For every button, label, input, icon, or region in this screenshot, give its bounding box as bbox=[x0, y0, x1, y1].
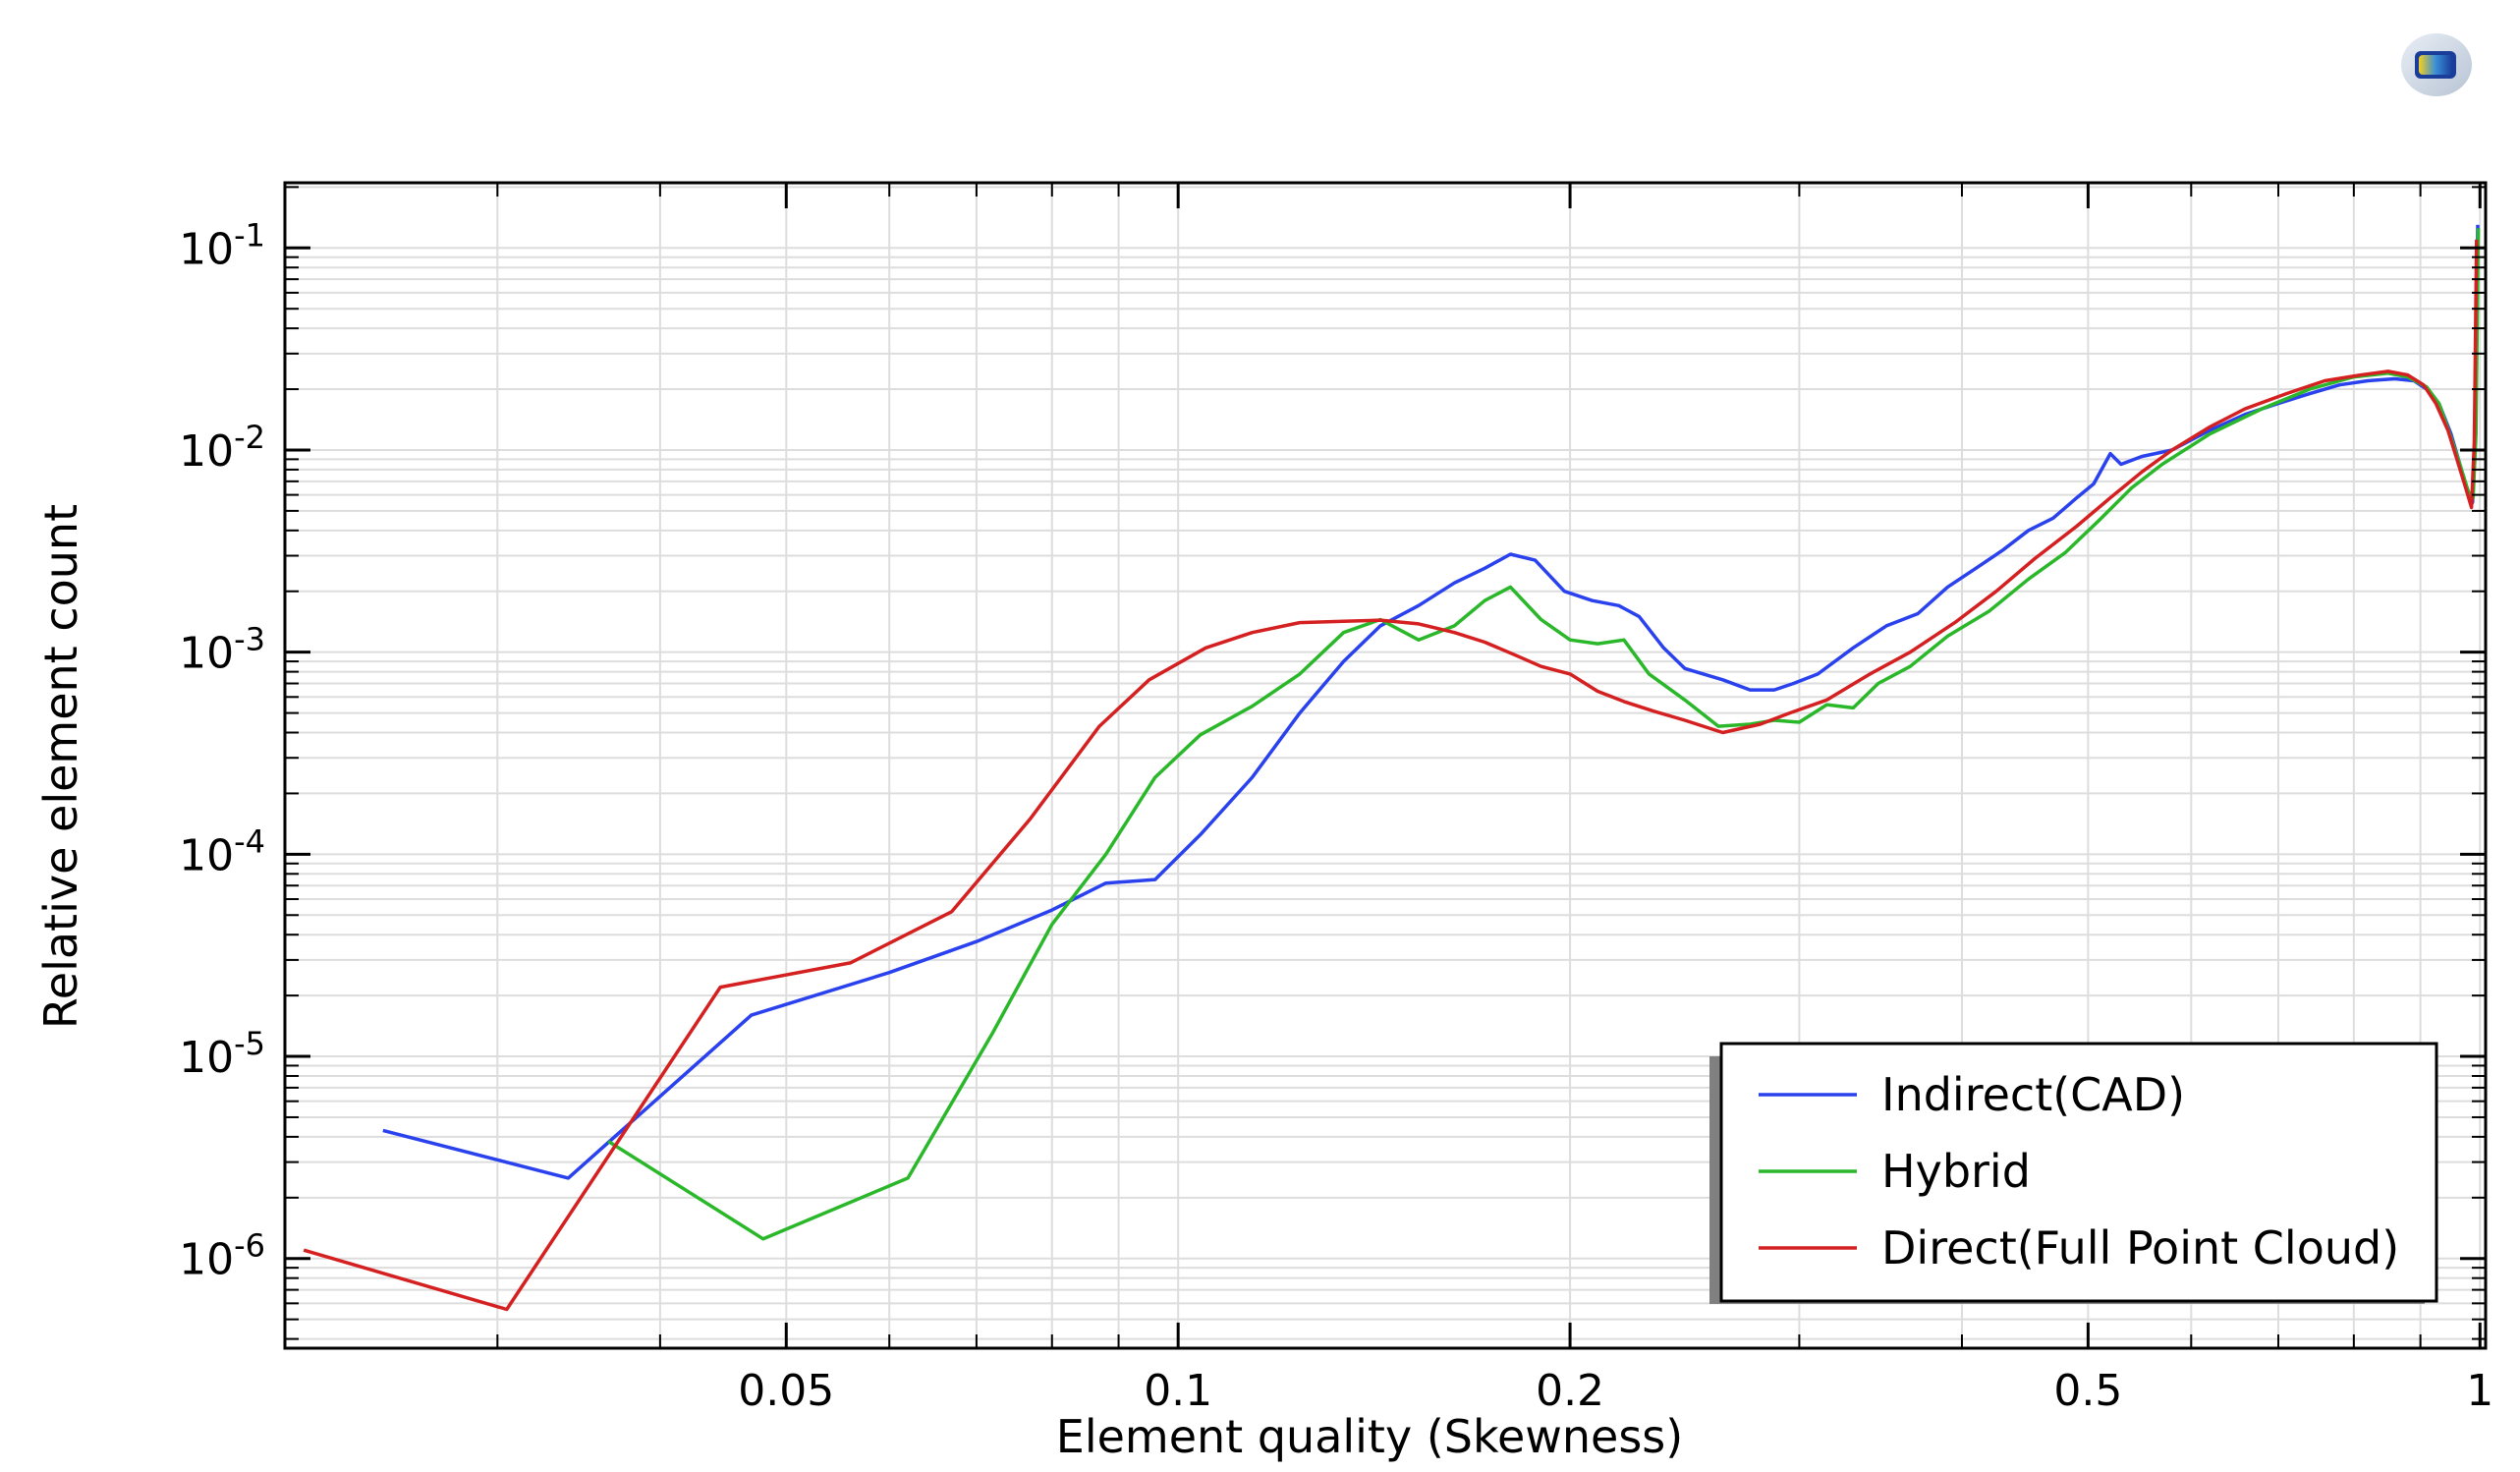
comsol-logo-icon bbox=[2401, 33, 2472, 96]
y-tick-label: 10-1 bbox=[179, 216, 265, 274]
y-tick-label: 10-6 bbox=[179, 1227, 265, 1285]
legend-label: Direct(Full Point Cloud) bbox=[1881, 1221, 2399, 1274]
legend: Indirect(CAD) Hybrid Direct(Full Point Clo… bbox=[1709, 1042, 2438, 1304]
series-line-direct-full-point-cloud bbox=[303, 239, 2479, 1312]
y-tick-label: 10-5 bbox=[179, 1025, 265, 1083]
x-tick-label: 0.5 bbox=[2053, 1366, 2122, 1416]
y-tick-label: 10-4 bbox=[179, 822, 265, 880]
x-tick-label: 0.2 bbox=[1536, 1366, 1604, 1416]
plot-series bbox=[303, 224, 2481, 1312]
axes bbox=[283, 181, 2488, 1350]
plot-frame bbox=[283, 181, 2488, 1350]
x-tick-label: 0.1 bbox=[1144, 1366, 1212, 1416]
legend-label: Indirect(CAD) bbox=[1881, 1068, 2185, 1121]
legend-label: Hybrid bbox=[1881, 1145, 2031, 1198]
tick-labels: 0.05 0.1 0.2 0.5 1 10-1 10-2 10-3 10-4 10-5 10-6 bbox=[179, 216, 2493, 1416]
y-tick-label: 10-3 bbox=[179, 621, 265, 679]
y-tick-label: 10-2 bbox=[179, 419, 265, 477]
x-axis-title: Element quality (Skewness) bbox=[1056, 1410, 1683, 1463]
x-tick-label: 0.05 bbox=[738, 1366, 834, 1416]
series-line-hybrid bbox=[607, 228, 2481, 1241]
x-tick-label: 1 bbox=[2466, 1366, 2493, 1416]
y-axis-title: Relative element count bbox=[34, 504, 87, 1029]
series-line-indirect-cad bbox=[382, 224, 2480, 1180]
